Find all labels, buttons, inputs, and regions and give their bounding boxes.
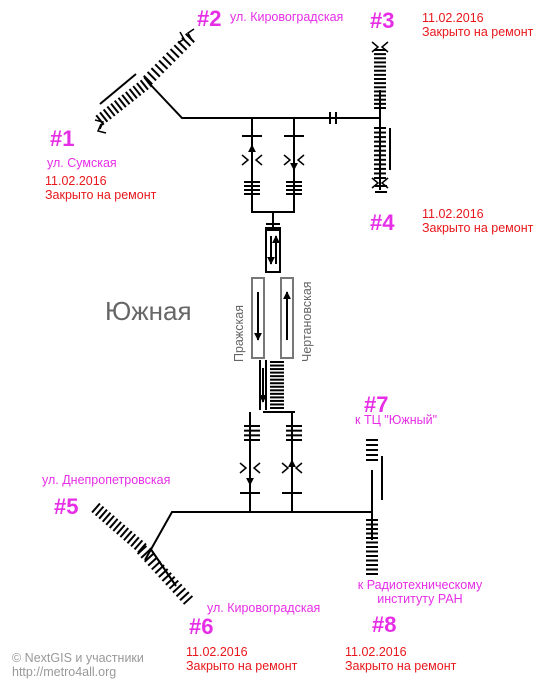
- exit-1-number: #1: [50, 126, 75, 151]
- exit-8-closure: 11.02.2016 Закрыто на ремонт: [345, 645, 456, 674]
- exit-1-closure: 11.02.2016 Закрыто на ремонт: [45, 174, 156, 203]
- stair-step: [165, 575, 176, 586]
- stair-step: [137, 542, 147, 554]
- exit-2-street: ул. Кировоградская: [230, 10, 344, 24]
- platform-label-right: Чертановская: [300, 281, 314, 362]
- exit-5-number: #5: [54, 494, 79, 519]
- stair-step: [169, 48, 180, 59]
- stair-step: [147, 556, 158, 567]
- exit-8-street-line1: к Радиотехническому: [357, 578, 483, 592]
- stair-step: [106, 105, 116, 117]
- exit-8-number: #8: [372, 612, 397, 637]
- stair-step: [101, 512, 112, 523]
- exit-8-street-line2: институту РАН: [377, 592, 463, 607]
- stair-step: [158, 59, 169, 70]
- platform-boxes: [251, 277, 294, 359]
- turnstiles: [94, 28, 389, 474]
- exit-7-street: к ТЦ "Южный": [355, 413, 438, 427]
- exit-6-number: #6: [189, 614, 214, 639]
- stair-step: [105, 515, 115, 526]
- exit-6-status: Закрыто на ремонт: [186, 659, 298, 674]
- stair-step: [136, 82, 146, 94]
- exit-8-status: Закрыто на ремонт: [345, 659, 457, 674]
- upper-escalator-connector: [265, 227, 281, 273]
- credits-line1: © NextGIS и участники: [12, 651, 144, 665]
- stair-step: [172, 583, 183, 594]
- stair-step: [119, 527, 129, 538]
- exit-3-status: Закрыто на ремонт: [422, 25, 534, 40]
- exit-6-closure: 11.02.2016 Закрыто на ремонт: [186, 645, 297, 674]
- exit-3-date: 11.02.2016: [422, 11, 484, 25]
- stair-step: [94, 505, 105, 517]
- stair-step: [165, 52, 176, 63]
- stair-step: [130, 536, 140, 548]
- stair-step: [146, 71, 157, 82]
- stair-step: [162, 55, 173, 66]
- exit-1-status: Закрыто на ремонт: [45, 188, 157, 203]
- lower-escalator-connector: [259, 360, 267, 410]
- gate-bars: [240, 112, 337, 499]
- stair-step: [113, 100, 123, 111]
- stair-step: [110, 102, 120, 114]
- exit-6-street: ул. Кировоградская: [207, 601, 321, 615]
- stair-step: [123, 530, 133, 541]
- exit-4-date: 11.02.2016: [422, 207, 484, 221]
- exit-1-street: ул. Сумская: [47, 156, 117, 170]
- stair-step: [125, 91, 135, 102]
- stair-step: [133, 539, 144, 551]
- stair-step: [128, 88, 138, 100]
- stair-step: [143, 76, 153, 88]
- stair-step: [121, 94, 131, 105]
- stair-step: [112, 521, 122, 532]
- exit-6-date: 11.02.2016: [186, 645, 248, 659]
- escalator-rails: [99, 73, 391, 587]
- exit-7-number: #7: [364, 392, 389, 417]
- exit-3-closure: 11.02.2016 Закрыто на ремонт: [422, 11, 533, 40]
- platform-label-left: Пражская: [232, 305, 246, 362]
- hall-arrows: [246, 144, 298, 486]
- exit-2-number: #2: [197, 6, 222, 31]
- stair-step: [143, 552, 155, 563]
- exit-8-street: к Радиотехническому институту РАН: [345, 578, 495, 607]
- exit-4-status: Закрыто на ремонт: [422, 221, 534, 236]
- stair-step: [116, 524, 126, 535]
- stair-step: [179, 591, 190, 601]
- stair-step: [117, 97, 127, 108]
- station-name: Южная: [105, 296, 192, 326]
- stair-step: [98, 508, 108, 520]
- stair-step: [102, 108, 112, 120]
- credits: © NextGIS и участники http://metro4all.o…: [12, 651, 144, 680]
- stair-step: [140, 549, 151, 559]
- exit-4-number: #4: [370, 210, 395, 235]
- exit-5-street: ул. Днепропетровская: [42, 473, 171, 487]
- exit-1-date: 11.02.2016: [45, 174, 107, 188]
- exit-8-date: 11.02.2016: [345, 645, 407, 659]
- platform-arrows: [254, 291, 291, 341]
- stair-step: [136, 545, 148, 555]
- stair-step: [182, 595, 194, 605]
- stair-step: [161, 572, 172, 582]
- stair-step: [109, 518, 119, 529]
- stair-step: [175, 587, 187, 598]
- stair-step: [150, 67, 161, 78]
- stair-step: [132, 85, 142, 97]
- exit-4-closure: 11.02.2016 Закрыто на ремонт: [422, 207, 533, 236]
- stair-step: [139, 79, 149, 91]
- stair-step: [126, 533, 137, 544]
- stair-step: [91, 502, 101, 514]
- stair-step: [154, 63, 165, 74]
- exit-3-number: #3: [370, 8, 395, 33]
- stair-step: [99, 111, 109, 123]
- credits-line2: http://metro4all.org: [12, 665, 117, 680]
- stair-step: [173, 44, 184, 55]
